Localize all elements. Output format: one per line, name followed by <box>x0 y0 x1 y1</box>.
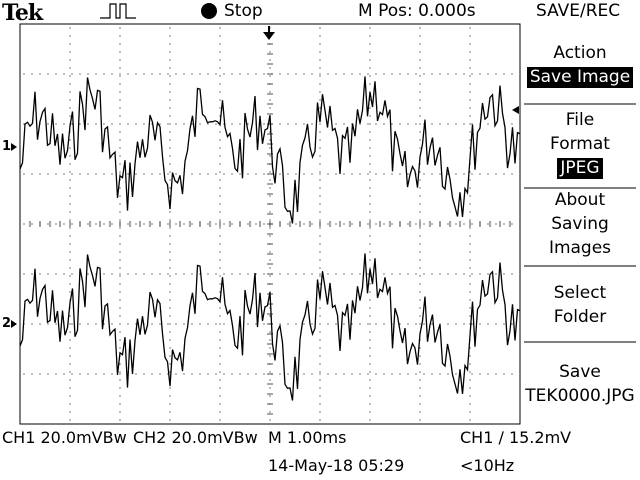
trigger-level-arrow <box>512 106 519 114</box>
trigger-position-arrow <box>263 26 275 40</box>
menu-action-label: Action <box>553 43 607 63</box>
ch1-ground-arrow <box>11 143 17 151</box>
menu-save-line2: TEK0000.JPG <box>525 386 635 406</box>
trigger-pulse-icon <box>100 3 136 19</box>
ch2-scale: CH2 20.0mVBw <box>133 428 258 447</box>
menu-about-line2: Saving <box>551 214 609 234</box>
timebase: M 1.00ms <box>268 428 347 447</box>
menu-file-format-line1: File <box>565 110 595 130</box>
menu-file-format[interactable]: File Format JPEG <box>524 108 636 180</box>
menu-select-folder[interactable]: Select Folder <box>524 281 636 329</box>
menu-file-format-line2: Format <box>550 134 610 154</box>
frequency-readout: <10Hz <box>460 456 515 475</box>
menu-about-line1: About <box>554 190 606 210</box>
brand-logo: Tek <box>2 0 43 26</box>
ch2-ground-arrow <box>11 320 17 328</box>
ch2-waveform <box>19 253 521 401</box>
ch1-marker: 1 <box>2 139 12 154</box>
menu-action[interactable]: Action Save Image <box>524 41 636 89</box>
ch1-waveform <box>19 76 521 224</box>
menu-select-line1: Select <box>553 283 607 303</box>
menu-save[interactable]: Save TEK0000.JPG <box>524 360 636 408</box>
menu-file-format-value: JPEG <box>557 158 603 179</box>
menu-about-line3: Images <box>548 238 612 258</box>
ch2-marker: 2 <box>2 316 12 331</box>
menu-separators <box>524 103 636 343</box>
m-pos-readout: M Pos: 0.000s <box>358 1 476 21</box>
stop-indicator-icon <box>201 3 217 19</box>
menu-select-line2: Folder <box>553 307 607 327</box>
datetime: 14-May-18 05:29 <box>268 456 405 475</box>
menu-title: SAVE/REC <box>536 1 621 21</box>
menu-about-saving[interactable]: About Saving Images <box>524 188 636 260</box>
trigger-readout: CH1 ∕ 15.2mV <box>460 428 572 447</box>
menu-save-line1: Save <box>559 362 601 382</box>
ch1-scale: CH1 20.0mVBw <box>2 428 127 447</box>
menu-action-value: Save Image <box>526 67 634 88</box>
run-state: Stop <box>224 1 263 21</box>
